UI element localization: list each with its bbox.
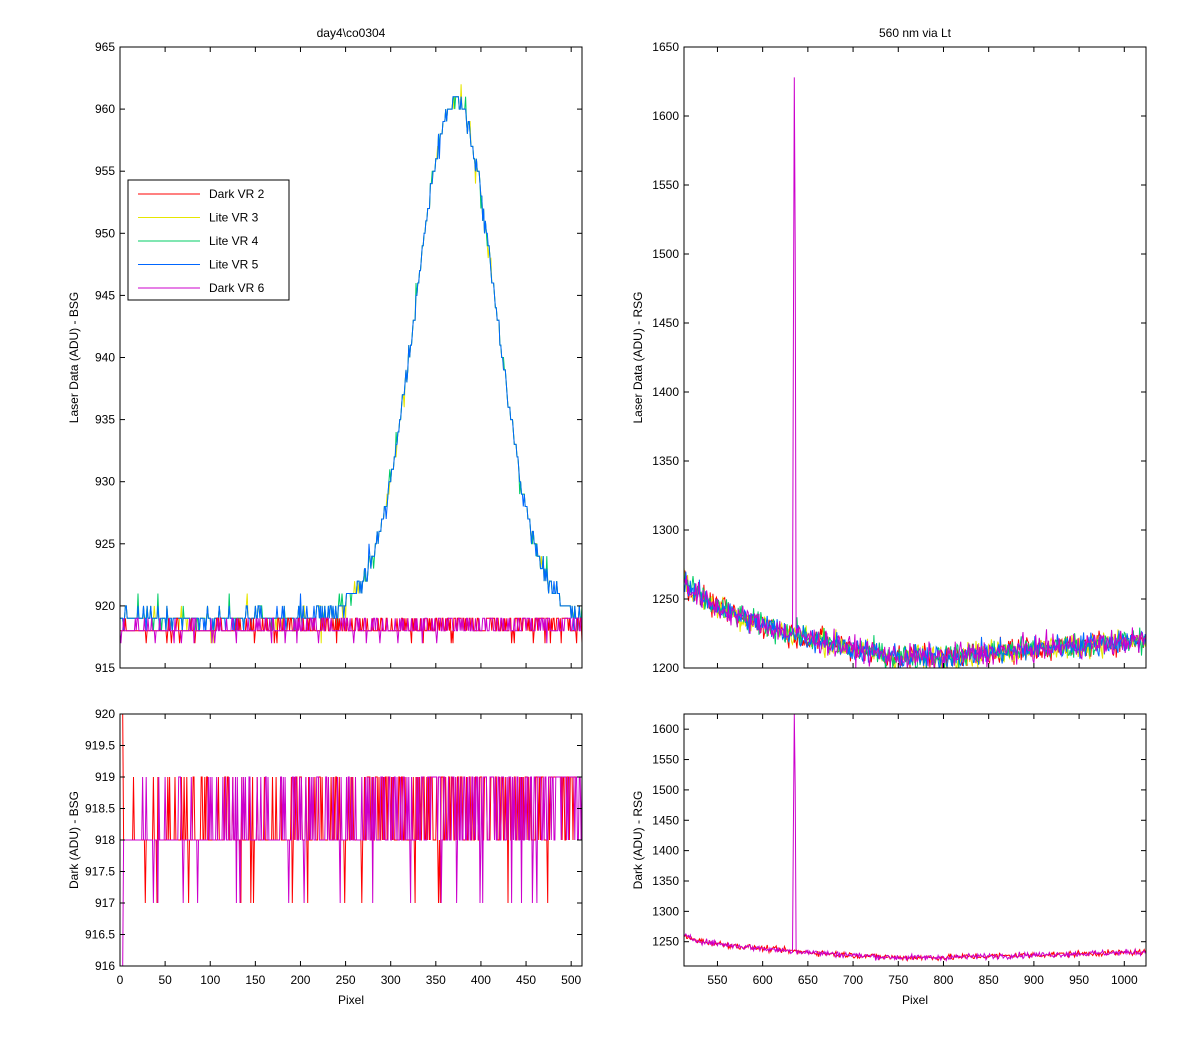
y-tick-label: 1450 — [652, 813, 679, 827]
legend-label: Lite VR 5 — [209, 258, 259, 272]
top_left-ylabel: Laser Data (ADU) - BSG — [67, 292, 81, 423]
x-tick-label: 100 — [200, 973, 220, 987]
x-tick-label: 0 — [117, 973, 124, 987]
y-tick-label: 1500 — [652, 783, 679, 797]
bottom_right-ylabel: Dark (ADU) - RSG — [631, 791, 645, 890]
y-tick-label: 1600 — [652, 722, 679, 736]
y-tick-label: 945 — [95, 288, 115, 302]
y-tick-label: 935 — [95, 413, 115, 427]
top_right-axes: 1200 1250 1300 1350 1400 1450 1500 1550 1600 1650… — [631, 26, 1146, 675]
x-tick-label: 350 — [426, 973, 446, 987]
series-lite-vr-3 — [120, 84, 582, 644]
y-tick-label: 1500 — [652, 247, 679, 261]
bottom_right-axes: 550 600 650 700 750 800 850 900 950 1000 1250 1300 1… — [631, 714, 1146, 1007]
x-tick-label: 900 — [1024, 973, 1044, 987]
series-dark-vr-2 — [684, 933, 1146, 963]
y-tick-label: 1350 — [652, 454, 679, 468]
legend: Dark VR 2 Lite VR 3 Lite VR 4 Lite VR 5 Dark… — [127, 179, 290, 301]
y-tick-label: 919 — [95, 770, 115, 784]
x-tick-label: 50 — [158, 973, 172, 987]
y-tick-label: 1450 — [652, 316, 679, 330]
y-tick-label: 1550 — [652, 753, 679, 767]
y-tick-label: 916 — [95, 959, 115, 973]
top_right-frame — [683, 46, 1147, 669]
y-tick-label: 950 — [95, 226, 115, 240]
y-tick-label: 1300 — [652, 523, 679, 537]
y-tick-label: 918.5 — [85, 802, 115, 816]
bottom_right-frame — [683, 713, 1147, 967]
y-tick-label: 919.5 — [85, 739, 115, 753]
y-tick-label: 930 — [95, 475, 115, 489]
x-tick-label: 850 — [979, 973, 999, 987]
x-tick-label: 550 — [707, 973, 727, 987]
series-lite-vr-5 — [120, 96, 582, 632]
y-tick-label: 920 — [95, 707, 115, 721]
y-tick-label: 915 — [95, 661, 115, 675]
bottom_left-ylabel: Dark (ADU) - BSG — [67, 791, 81, 889]
x-tick-label: 200 — [290, 973, 310, 987]
x-tick-label: 650 — [798, 973, 818, 987]
top-left-plot-area — [120, 84, 582, 644]
y-tick-label: 1200 — [652, 661, 679, 675]
x-tick-label: 800 — [933, 973, 953, 987]
legend-label: Dark VR 2 — [209, 187, 265, 201]
legend-label: Lite VR 3 — [209, 211, 259, 225]
x-tick-label: 400 — [471, 973, 491, 987]
y-tick-label: 920 — [95, 599, 115, 613]
y-tick-label: 1350 — [652, 874, 679, 888]
y-tick-label: 1600 — [652, 109, 679, 123]
series-lite-vr-4 — [120, 96, 582, 632]
top_right-ylabel: Laser Data (ADU) - RSG — [631, 291, 645, 423]
top-right-plot-area — [684, 77, 1146, 668]
bottom-left-plot-area — [120, 714, 582, 966]
y-tick-label: 918 — [95, 833, 115, 847]
series-dark-vr-6 — [120, 776, 582, 966]
y-tick-label: 917 — [95, 896, 115, 910]
y-tick-label: 1400 — [652, 844, 679, 858]
top_left-title: day4\co0304 — [317, 26, 386, 40]
top_left-axes: 915 920 925 930 935 940 945 950 955 960 965 day4\co… — [67, 26, 582, 675]
series-dark-vr-6 — [120, 617, 582, 644]
bottom_right-xlabel: Pixel — [902, 993, 928, 1007]
top_left-frame — [119, 46, 583, 669]
x-tick-label: 750 — [888, 973, 908, 987]
y-tick-label: 1250 — [652, 935, 679, 949]
x-tick-label: 300 — [381, 973, 401, 987]
y-tick-label: 916.5 — [85, 928, 115, 942]
legend-box — [127, 179, 290, 301]
series-dark-vr-6 — [684, 714, 1146, 962]
bottom-right-plot-area — [684, 714, 1146, 963]
x-tick-label: 150 — [245, 973, 265, 987]
top_right-title: 560 nm via Lt — [879, 26, 952, 40]
x-tick-label: 700 — [843, 973, 863, 987]
x-tick-label: 1000 — [1111, 973, 1138, 987]
bottom_left-axes: 0 50 100 150 200 250 300 350 400 450 500 916 916.5 91… — [67, 707, 582, 1007]
legend-label: Dark VR 6 — [209, 281, 265, 295]
legend-label: Lite VR 4 — [209, 234, 259, 248]
x-tick-label: 950 — [1069, 973, 1089, 987]
bottom_left-xlabel: Pixel — [338, 993, 364, 1007]
y-tick-label: 1650 — [652, 40, 679, 54]
series-dark-vr-6 — [684, 77, 1146, 668]
y-tick-label: 1400 — [652, 385, 679, 399]
y-tick-label: 925 — [95, 537, 115, 551]
x-tick-label: 450 — [516, 973, 536, 987]
y-tick-label: 960 — [95, 102, 115, 116]
y-tick-label: 940 — [95, 351, 115, 365]
y-tick-label: 917.5 — [85, 865, 115, 879]
y-tick-label: 1250 — [652, 592, 679, 606]
y-tick-label: 965 — [95, 40, 115, 54]
x-tick-label: 600 — [753, 973, 773, 987]
y-tick-label: 955 — [95, 164, 115, 178]
x-tick-label: 250 — [336, 973, 356, 987]
y-tick-label: 1300 — [652, 904, 679, 918]
x-tick-label: 500 — [561, 973, 581, 987]
y-tick-label: 1550 — [652, 178, 679, 192]
